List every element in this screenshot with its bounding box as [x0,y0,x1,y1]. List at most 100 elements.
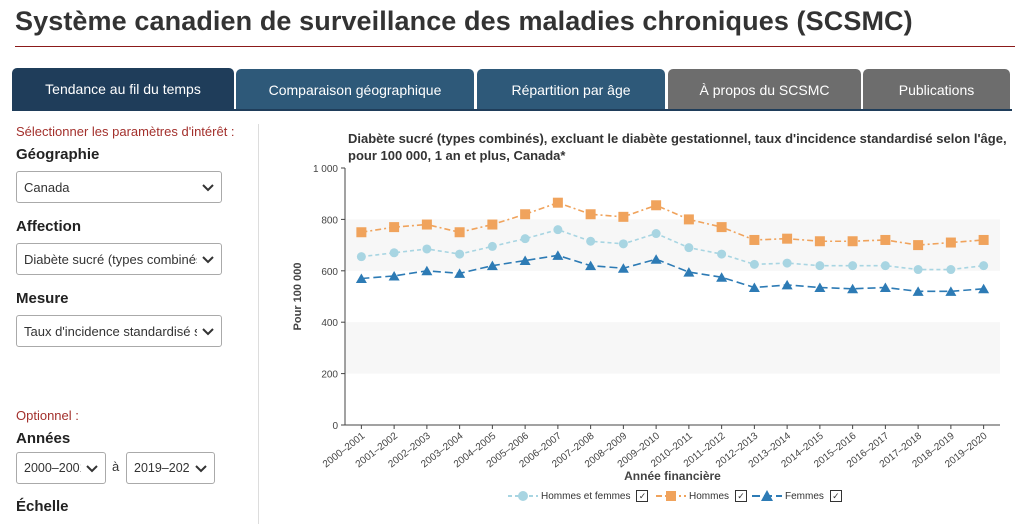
year-from-select[interactable]: 2000–2001 [16,452,106,484]
legend-marker-both [508,491,538,501]
data-point [585,260,597,271]
data-point [880,261,890,271]
measure-select[interactable]: Taux d'incidence standardisé s [16,315,222,347]
data-point [553,225,563,235]
data-point [454,227,465,238]
data-point [782,233,793,244]
chevron-down-icon [202,184,214,192]
optional-hint: Optionnel : [16,408,79,423]
geography-value: Canada [24,179,70,195]
data-point [389,248,399,258]
year-to-select[interactable]: 2019–2020 [126,452,215,484]
data-point [586,236,596,246]
tab-underline [12,109,1012,111]
data-point [617,263,629,273]
condition-label: Affection [16,218,81,235]
data-point [454,268,466,278]
legend-checkbox[interactable]: ✓ [829,490,842,502]
chart-title: Diabète sucré (types combinés), excluant… [348,131,1007,163]
data-point [650,254,662,264]
data-point [355,273,367,284]
data-point [946,265,956,275]
scale-label: Échelle [16,498,69,515]
data-point [782,258,792,268]
data-point [684,243,694,253]
data-point [683,214,694,225]
condition-select[interactable]: Diabète sucré (types combinés [16,243,222,275]
legend-item-both[interactable]: Hommes et femmes ✓ [508,490,649,502]
data-point [749,234,760,245]
tab-trend[interactable]: Tendance au fil du temps [12,68,234,110]
data-point [945,286,957,296]
data-point [912,286,924,296]
legend-checkbox[interactable]: ✓ [636,490,649,502]
geography-select[interactable]: Canada [16,171,222,203]
data-point [585,209,596,220]
data-point [422,244,432,254]
y-tick-label: 1 000 [313,164,338,175]
series-line-women [361,254,984,293]
chevron-down-icon [195,465,207,473]
years-separator: à [112,459,120,474]
data-point [455,249,465,259]
data-point [913,240,924,251]
tab-label: Répartition par âge [511,81,631,98]
tab-label: Tendance au fil du temps [45,81,201,97]
title-divider [15,46,1015,47]
data-point [717,249,727,259]
data-point [618,239,628,249]
sidebar-divider [258,124,259,524]
data-point [552,197,563,208]
data-point [388,270,400,281]
data-point [421,219,432,230]
data-point [487,241,497,251]
data-point [978,283,990,294]
data-point [880,234,891,245]
data-point [519,255,531,266]
data-point [848,261,858,271]
legend-label: Hommes et femmes [541,490,631,502]
data-point [520,234,530,244]
series-line-men [361,201,984,246]
tab-publications[interactable]: Publications [863,69,1010,110]
data-point [781,279,793,290]
chevron-down-icon [202,328,214,336]
y-tick-label: 200 [321,370,338,381]
y-tick-label: 400 [321,318,338,329]
tab-geographic[interactable]: Comparaison géographique [236,69,474,110]
data-point [716,222,727,233]
tab-label: Publications [898,81,975,98]
legend-marker-women [752,490,782,501]
tab-label: À propos du SCSMC [699,81,830,98]
legend-checkbox[interactable]: ✓ [735,490,748,502]
year-to-value: 2019–2020 [134,461,190,475]
data-point [749,259,759,269]
data-point [421,265,433,276]
data-point [552,250,564,260]
data-point [651,200,662,211]
page-title: Système canadien de surveillance des mal… [15,6,913,36]
data-point [847,283,859,294]
year-from-value: 2000–2001 [24,461,81,475]
tab-age[interactable]: Répartition par âge [477,69,665,110]
data-point [945,237,956,248]
data-point [847,236,858,247]
legend-label: Hommes [689,490,730,502]
data-point [486,260,498,271]
data-point [879,282,891,293]
plot-band [345,322,1000,374]
data-point [487,219,498,230]
chevron-down-icon [202,256,214,264]
x-axis-title: Année financière [624,469,721,483]
legend-label: Femmes [785,490,824,502]
data-point [716,272,728,282]
legend-item-men[interactable]: Hommes ✓ [656,490,748,502]
condition-value: Diabète sucré (types combinés [24,251,197,267]
measure-label: Mesure [16,290,69,307]
legend-marker-men [656,491,686,501]
data-point [815,261,825,271]
tab-about[interactable]: À propos du SCSMC [668,69,861,110]
data-point [748,282,760,293]
data-point [683,267,695,277]
legend-item-women[interactable]: Femmes ✓ [752,490,842,502]
